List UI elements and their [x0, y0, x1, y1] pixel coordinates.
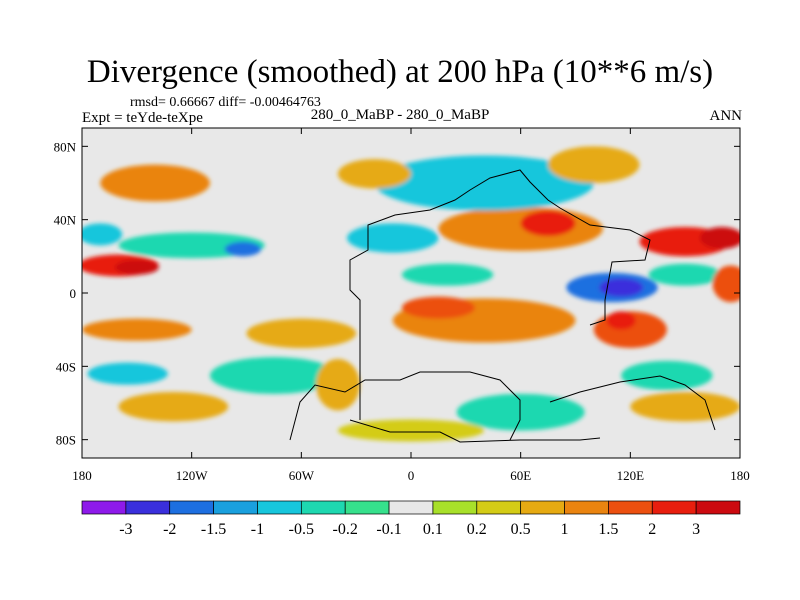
colorbar-label: 0.1 [423, 521, 443, 538]
contour-region-28 [621, 360, 713, 391]
paleo-coastline-south [289, 371, 521, 441]
contour-region-6 [246, 318, 357, 349]
y-tick-label: 40N [54, 213, 77, 228]
colorbar-swatch [695, 500, 741, 515]
colorbar-label: -0.5 [289, 521, 314, 538]
contour-region-25 [100, 164, 210, 202]
colorbar-swatch [344, 500, 390, 515]
colorbar-swatch [564, 500, 609, 515]
colorbar-swatch [432, 500, 478, 515]
contour-region-1 [114, 260, 159, 275]
colorbar-label: 2 [648, 521, 656, 538]
colorbar-swatch [476, 500, 522, 515]
x-tick-label: 180 [730, 468, 750, 483]
colorbar-swatch [125, 500, 171, 515]
contour-region-2 [82, 223, 123, 246]
stats-text: rmsd= 0.66667 diff= -0.00464763 [130, 95, 321, 110]
colorbar-swatch [257, 500, 302, 515]
x-tick-label: 180 [72, 468, 92, 483]
colorbar-label: 3 [692, 521, 700, 538]
contour-region-5 [82, 318, 192, 341]
experiment-label: Expt = teYde-teXpe [82, 110, 203, 126]
contour-region-10 [87, 362, 168, 385]
contour-region-8 [315, 359, 360, 411]
x-tick-label: 120E [617, 468, 645, 483]
contour-region-20 [699, 227, 740, 249]
contour-region-17 [438, 206, 603, 251]
contour-region-12 [401, 296, 475, 319]
antarctic-coast [549, 375, 716, 431]
colorbar-swatch [608, 500, 653, 515]
contour-region-29 [630, 392, 740, 422]
y-tick-label: 40S [56, 359, 76, 374]
contour-region-23 [548, 146, 640, 184]
y-tick-label: 80S [56, 433, 76, 448]
contour-region-4 [224, 241, 262, 257]
x-tick-label: 60E [510, 468, 531, 483]
colorbar-label: 1 [561, 521, 569, 538]
colorbar-label: 1.5 [598, 521, 618, 538]
continent-outlines [289, 169, 716, 443]
x-tick-label: 60W [289, 468, 315, 483]
case-label: 280_0_MaBP - 280_0_MaBP [310, 107, 490, 123]
contour-region-27 [401, 263, 494, 286]
contour-region-21 [648, 263, 722, 286]
colorbar-swatch [388, 500, 434, 515]
x-axis: 180 120W 60W 0 60E 120E 180 [72, 128, 750, 483]
colorbar-label: 0.2 [467, 521, 487, 538]
y-tick-label: 80N [54, 139, 77, 154]
contour-region-30 [456, 393, 585, 431]
colorbar-swatch [520, 500, 565, 515]
southern-shelf-outline [349, 419, 601, 443]
colorbar-swatch [300, 500, 346, 515]
x-tick-label: 120W [176, 468, 209, 483]
season-label: ANN [709, 108, 743, 124]
contour-region-26 [347, 223, 439, 253]
colorbar-label: -1.5 [201, 521, 226, 538]
field-contours [82, 146, 740, 442]
colorbar-label: -1 [251, 521, 264, 538]
contour-region-9 [118, 392, 229, 422]
colorbar-swatch [81, 500, 127, 515]
x-tick-label: 0 [408, 468, 415, 483]
contour-region-16 [606, 311, 636, 330]
contour-region-14 [599, 278, 644, 297]
y-tick-label: 0 [70, 286, 77, 301]
colorbar-label: -0.2 [333, 521, 358, 538]
contour-region-18 [520, 210, 576, 237]
contour-region-32 [712, 265, 740, 303]
colorbar-swatch [169, 500, 214, 515]
y-axis: 80N 40N 0 40S 80S [54, 139, 740, 448]
contour-region-7 [209, 357, 338, 394]
colorbar-label: -2 [163, 521, 176, 538]
colorbar-swatch [213, 500, 258, 515]
colorbar-label: -0.1 [376, 521, 401, 538]
colorbar: -3 -2 -1.5 -1 -0.5 -0.2 -0.1 0.1 0.2 0.5 1 1.5 2 3 [81, 500, 741, 538]
colorbar-swatch [651, 500, 697, 515]
contour-region-22 [374, 155, 594, 211]
contour-region-24 [337, 159, 412, 189]
chart-title: Divergence (smoothed) at 200 hPa (10**6 … [86, 54, 714, 90]
paleo-coastline-north [349, 169, 651, 420]
colorbar-label: -3 [119, 521, 132, 538]
colorbar-label: 0.5 [511, 521, 531, 538]
